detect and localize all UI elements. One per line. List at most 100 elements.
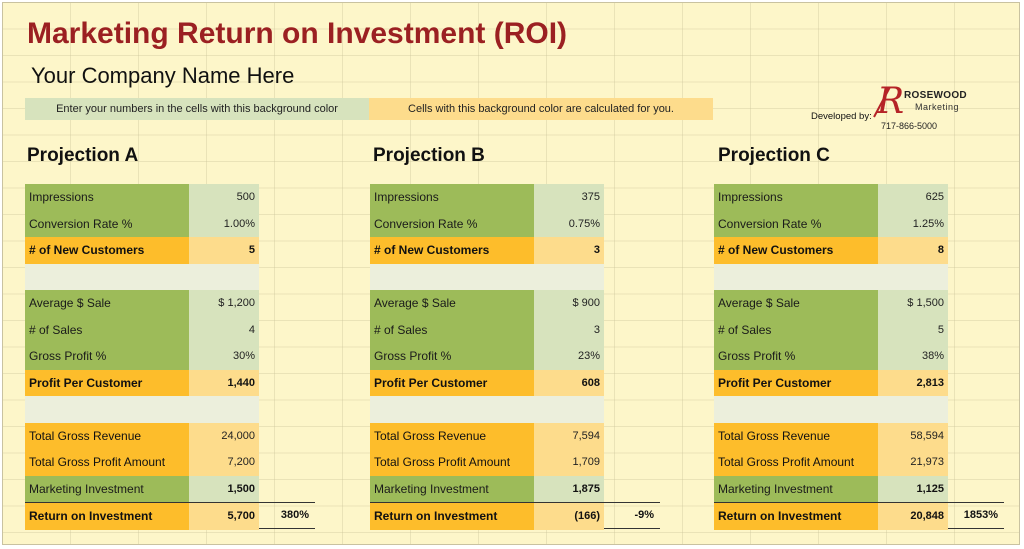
projection-c-heading: Projection C: [718, 145, 830, 166]
new-customers-value: 8: [878, 237, 948, 264]
impressions-row: Impressions 500: [25, 184, 315, 211]
roi-percent: 380%: [280, 509, 309, 521]
spacer-row: [714, 263, 1004, 290]
company-name-cell[interactable]: Your Company Name Here: [31, 63, 295, 88]
row-label: Return on Investment: [370, 503, 534, 530]
row-label: Gross Profit %: [714, 343, 878, 370]
spacer-row: [25, 263, 315, 290]
total-gross-revenue-row: Total Gross Revenue 58,594: [714, 422, 1004, 449]
row-label: Average $ Sale: [25, 290, 189, 317]
marketing-investment-row: Marketing Investment 1,125: [714, 475, 1004, 502]
average-sale-row: Average $ Sale $ 1,500: [714, 290, 1004, 317]
rosewood-logo: R ROSEWOOD Marketing 717-866-5000: [873, 83, 977, 133]
marketing-investment-input[interactable]: 1,500: [189, 475, 259, 502]
roi-value: 5,700: [189, 503, 259, 530]
row-label: Profit Per Customer: [714, 369, 878, 396]
row-label: Total Gross Profit Amount: [25, 449, 189, 476]
marketing-investment-input[interactable]: 1,125: [878, 475, 948, 502]
total-gross-revenue-row: Total Gross Revenue 24,000: [25, 422, 315, 449]
spacer-row: [25, 396, 315, 423]
projection-b-table: Impressions 375 Conversion Rate % 0.75% …: [370, 184, 660, 530]
profit-per-customer-value: 608: [534, 369, 604, 396]
row-label: Gross Profit %: [370, 343, 534, 370]
total-gross-revenue-value: 7,594: [534, 422, 604, 449]
impressions-input[interactable]: 500: [189, 184, 259, 211]
total-gross-revenue-value: 24,000: [189, 422, 259, 449]
row-label: Gross Profit %: [25, 343, 189, 370]
roi-row: Return on Investment 5,700 380%: [25, 502, 315, 530]
num-sales-input[interactable]: 3: [534, 316, 604, 343]
calculated-color-legend: Cells with this background color are cal…: [369, 98, 713, 120]
profit-per-customer-row: Profit Per Customer 1,440: [25, 369, 315, 396]
new-customers-row: # of New Customers 5: [25, 237, 315, 264]
roi-value: (166): [534, 503, 604, 530]
row-label: Conversion Rate %: [25, 210, 189, 237]
average-sale-input[interactable]: $ 1,500: [878, 290, 948, 317]
spacer-row: [370, 396, 660, 423]
marketing-investment-row: Marketing Investment 1,875: [370, 475, 660, 502]
row-label: Profit Per Customer: [370, 369, 534, 396]
row-label: # of New Customers: [370, 237, 534, 264]
average-sale-input[interactable]: $ 900: [534, 290, 604, 317]
row-label: Conversion Rate %: [370, 210, 534, 237]
roi-row: Return on Investment (166) -9%: [370, 502, 660, 530]
gross-profit-pct-input[interactable]: 30%: [189, 343, 259, 370]
gross-profit-pct-row: Gross Profit % 30%: [25, 343, 315, 370]
row-label: Impressions: [714, 184, 878, 211]
roi-percent: -9%: [634, 509, 654, 521]
average-sale-input[interactable]: $ 1,200: [189, 290, 259, 317]
logo-name-top: ROSEWOOD: [904, 90, 967, 101]
average-sale-row: Average $ Sale $ 900: [370, 290, 660, 317]
conversion-rate-input[interactable]: 1.25%: [878, 210, 948, 237]
spacer-row: [714, 396, 1004, 423]
num-sales-input[interactable]: 5: [878, 316, 948, 343]
row-label: Average $ Sale: [714, 290, 878, 317]
gross-profit-pct-row: Gross Profit % 23%: [370, 343, 660, 370]
profit-per-customer-value: 1,440: [189, 369, 259, 396]
page-title: Marketing Return on Investment (ROI): [27, 17, 568, 50]
num-sales-row: # of Sales 5: [714, 316, 1004, 343]
developer-phone: 717-866-5000: [881, 121, 938, 131]
conversion-rate-input[interactable]: 1.00%: [189, 210, 259, 237]
num-sales-row: # of Sales 4: [25, 316, 315, 343]
input-color-legend: Enter your numbers in the cells with thi…: [25, 98, 369, 120]
row-label: # of New Customers: [714, 237, 878, 264]
new-customers-row: # of New Customers 8: [714, 237, 1004, 264]
projection-c-table: Impressions 625 Conversion Rate % 1.25% …: [714, 184, 1004, 530]
num-sales-input[interactable]: 4: [189, 316, 259, 343]
row-label: Return on Investment: [25, 503, 189, 530]
gross-profit-pct-input[interactable]: 38%: [878, 343, 948, 370]
gross-profit-pct-input[interactable]: 23%: [534, 343, 604, 370]
logo-name-bottom: Marketing: [915, 102, 960, 112]
conversion-rate-input[interactable]: 0.75%: [534, 210, 604, 237]
conversion-rate-row: Conversion Rate % 1.00%: [25, 210, 315, 237]
row-label: Total Gross Profit Amount: [370, 449, 534, 476]
new-customers-value: 3: [534, 237, 604, 264]
row-label: Return on Investment: [714, 503, 878, 530]
new-customers-row: # of New Customers 3: [370, 237, 660, 264]
profit-per-customer-row: Profit Per Customer 2,813: [714, 369, 1004, 396]
roi-percent: 1853%: [963, 509, 998, 521]
impressions-input[interactable]: 375: [534, 184, 604, 211]
row-label: Marketing Investment: [25, 475, 189, 502]
impressions-row: Impressions 375: [370, 184, 660, 211]
projection-a-heading: Projection A: [27, 145, 139, 166]
row-label: # of Sales: [370, 316, 534, 343]
row-label: Total Gross Revenue: [370, 422, 534, 449]
conversion-rate-row: Conversion Rate % 0.75%: [370, 210, 660, 237]
row-label: # of New Customers: [25, 237, 189, 264]
marketing-investment-row: Marketing Investment 1,500: [25, 475, 315, 502]
total-gross-revenue-value: 58,594: [878, 422, 948, 449]
total-gross-profit-row: Total Gross Profit Amount 7,200: [25, 449, 315, 476]
marketing-investment-input[interactable]: 1,875: [534, 475, 604, 502]
new-customers-value: 5: [189, 237, 259, 264]
total-gross-profit-row: Total Gross Profit Amount 1,709: [370, 449, 660, 476]
developed-by-label: Developed by:: [811, 111, 872, 122]
impressions-input[interactable]: 625: [878, 184, 948, 211]
roi-row: Return on Investment 20,848 1853%: [714, 502, 1004, 530]
total-gross-profit-value: 21,973: [878, 449, 948, 476]
total-gross-profit-value: 7,200: [189, 449, 259, 476]
roi-value: 20,848: [878, 503, 948, 530]
row-label: Marketing Investment: [370, 475, 534, 502]
